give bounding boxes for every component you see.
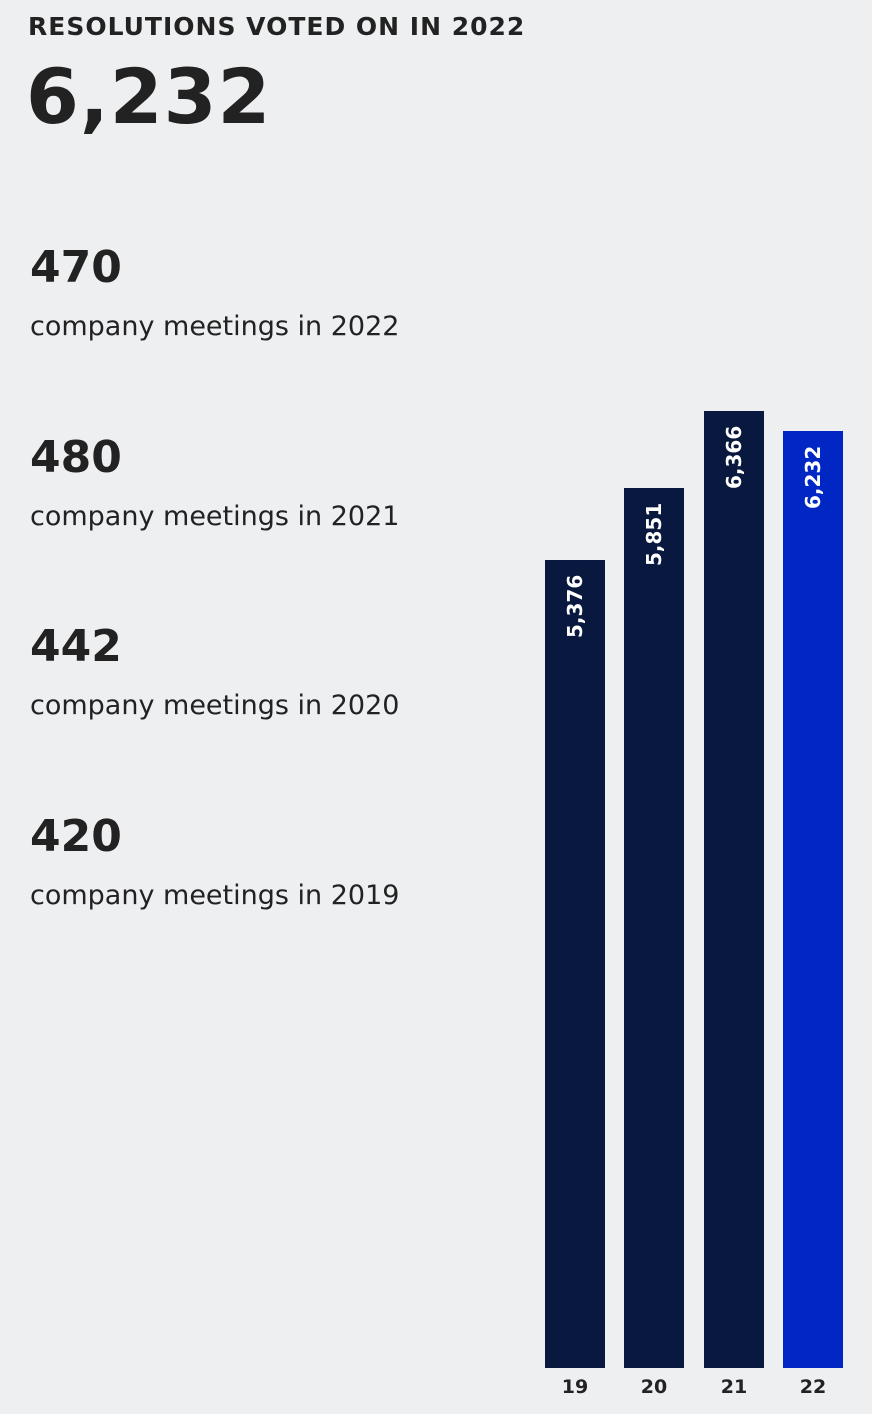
stat-2020: 442 company meetings in 2020 (30, 621, 400, 722)
stat-label: company meetings in 2021 (30, 501, 400, 532)
stat-2022: 470 company meetings in 2022 (30, 242, 400, 343)
stat-label: company meetings in 2020 (30, 690, 400, 721)
x-tick-label: 22 (799, 1376, 827, 1398)
total-resolutions: 6,232 (26, 52, 272, 141)
stat-label: company meetings in 2019 (30, 880, 400, 911)
x-tick-label: 19 (561, 1376, 589, 1398)
bar-20: 5,851 (624, 488, 684, 1368)
x-tick-label: 20 (640, 1376, 668, 1398)
bar-value-label: 5,851 (642, 503, 666, 567)
stat-number: 470 (30, 242, 122, 293)
bar-21: 6,366 (704, 411, 764, 1368)
x-tick-label: 21 (720, 1376, 748, 1398)
bar-19: 5,376 (545, 559, 605, 1368)
stat-label: company meetings in 2022 (30, 311, 400, 342)
chart-title: RESOLUTIONS VOTED ON IN 2022 (28, 12, 526, 41)
stat-number: 420 (30, 811, 122, 862)
bar-22: 6,232 (783, 431, 843, 1368)
stat-2021: 480 company meetings in 2021 (30, 432, 400, 533)
stat-2019: 420 company meetings in 2019 (30, 811, 400, 912)
bar-value-label: 6,232 (801, 445, 825, 510)
bar-value-label: 5,376 (563, 574, 587, 638)
stat-number: 480 (30, 432, 122, 483)
bar-value-label: 6,366 (722, 425, 746, 489)
stat-number: 442 (30, 621, 122, 672)
